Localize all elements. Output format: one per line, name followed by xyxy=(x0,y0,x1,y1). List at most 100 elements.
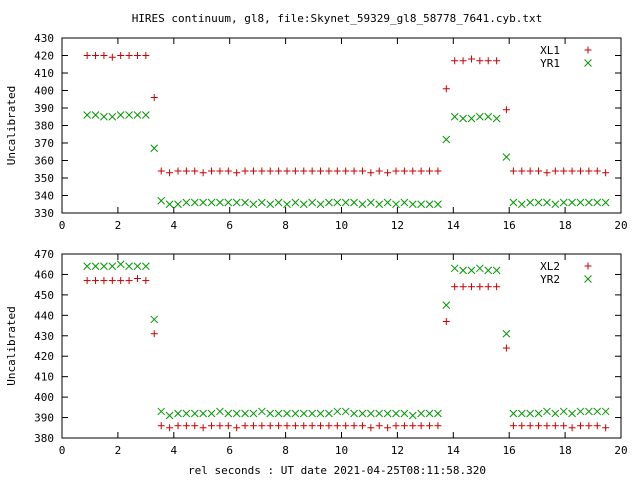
data-point-xl1 xyxy=(451,57,459,65)
data-point-xl2 xyxy=(342,422,350,430)
data-point-yr1 xyxy=(308,198,317,207)
data-point-yr2 xyxy=(216,407,224,416)
y-tick-label: 380 xyxy=(34,432,54,445)
data-point-xl2 xyxy=(543,422,551,430)
data-point-yr2 xyxy=(291,409,300,418)
x-tick-label: 0 xyxy=(59,444,66,457)
data-point-xl1 xyxy=(317,167,325,175)
data-point-xl1 xyxy=(216,167,224,175)
data-point-yr1 xyxy=(492,114,501,123)
data-point-xl1 xyxy=(602,169,610,177)
data-point-xl1 xyxy=(333,167,341,175)
data-point-xl1 xyxy=(493,57,501,65)
data-point-xl1 xyxy=(384,169,392,177)
data-point-yr1 xyxy=(232,198,241,207)
x-tick-label: 8 xyxy=(282,444,289,457)
data-point-yr1 xyxy=(425,200,434,209)
data-point-yr1 xyxy=(400,198,409,207)
y-tick-label: 390 xyxy=(34,102,54,115)
data-point-yr2 xyxy=(502,329,511,338)
data-point-xl2 xyxy=(585,422,593,430)
data-point-xl1 xyxy=(174,167,182,175)
data-point-xl1 xyxy=(100,52,108,59)
data-point-xl2 xyxy=(518,422,526,430)
data-point-yr1 xyxy=(299,200,308,209)
data-point-yr2 xyxy=(316,409,325,418)
data-point-xl2 xyxy=(117,277,125,285)
x-tick-label: 4 xyxy=(170,444,177,457)
data-point-xl2 xyxy=(249,422,257,430)
chart-panel-bottom: 0 2 4 6 8 10 12 14 16 18 20 380 390 400 410 420 430 440 45… xyxy=(5,248,628,457)
y-tick-label: 430 xyxy=(34,330,54,343)
data-point-yr2 xyxy=(585,407,593,416)
data-point-yr2 xyxy=(157,407,166,416)
x-tick-label: 4 xyxy=(170,219,177,232)
data-point-xl1 xyxy=(108,53,116,61)
data-point-xl1 xyxy=(191,167,199,175)
y-tick-label: 460 xyxy=(34,268,54,281)
data-point-yr1 xyxy=(182,198,191,207)
data-point-yr1 xyxy=(593,198,602,207)
data-point-xl1 xyxy=(275,167,283,175)
data-point-yr1 xyxy=(207,198,216,207)
data-point-xl1 xyxy=(150,94,158,101)
data-point-xl1 xyxy=(518,167,526,175)
data-point-yr1 xyxy=(108,112,117,121)
data-point-yr2 xyxy=(442,301,451,309)
data-point-yr2 xyxy=(150,315,159,324)
data-point-yr1 xyxy=(601,198,610,207)
data-point-yr1 xyxy=(450,112,459,121)
data-point-yr2 xyxy=(459,266,467,275)
data-point-xl1 xyxy=(426,167,434,175)
data-point-yr1 xyxy=(568,198,576,207)
data-point-xl2 xyxy=(384,424,392,432)
data-point-xl2 xyxy=(484,283,492,291)
data-point-xl2 xyxy=(551,422,559,430)
data-point-yr1 xyxy=(383,198,392,207)
data-point-yr2 xyxy=(308,409,317,418)
y-tick-label: 420 xyxy=(34,50,54,63)
data-point-xl1 xyxy=(182,167,190,175)
data-point-xl2 xyxy=(467,283,475,291)
data-point-xl2 xyxy=(241,422,249,430)
data-point-xl1 xyxy=(241,167,249,175)
data-point-yr2 xyxy=(526,409,535,418)
x-tick-label: 14 xyxy=(447,219,461,232)
data-point-xl1 xyxy=(291,167,299,175)
data-point-xl1 xyxy=(526,167,534,175)
data-point-xl1 xyxy=(434,167,442,175)
data-point-xl2 xyxy=(358,422,366,430)
data-point-yr1 xyxy=(116,111,125,119)
data-point-xl2 xyxy=(417,422,425,430)
data-point-xl2 xyxy=(451,283,459,291)
y-tick-label: 400 xyxy=(34,85,54,98)
data-point-xl2 xyxy=(476,283,484,291)
data-point-yr2 xyxy=(224,409,233,418)
data-point-xl2 xyxy=(576,422,584,430)
data-point-xl2 xyxy=(560,422,568,430)
data-point-xl2 xyxy=(166,424,174,432)
data-point-xl1 xyxy=(543,169,551,177)
data-point-yr2 xyxy=(299,409,308,418)
x-tick-label: 10 xyxy=(335,444,348,457)
x-tick-label: 12 xyxy=(391,219,404,232)
y-tick-label: 420 xyxy=(34,350,54,363)
data-point-yr1 xyxy=(341,198,350,207)
legend-label: XL2 xyxy=(540,260,560,273)
data-point-xl2 xyxy=(325,422,333,430)
data-point-xl2 xyxy=(367,424,375,432)
data-point-yr1 xyxy=(141,111,150,119)
data-point-yr1 xyxy=(125,111,133,119)
data-point-yr2 xyxy=(207,409,216,418)
data-point-xl2 xyxy=(216,422,224,430)
data-point-yr1 xyxy=(83,111,92,119)
data-point-xl1 xyxy=(417,167,425,175)
data-point-xl1 xyxy=(576,167,584,175)
data-point-xl1 xyxy=(342,167,350,175)
y-tick-label: 470 xyxy=(34,248,54,261)
legend-label: XL1 xyxy=(540,44,560,57)
data-point-yr1 xyxy=(509,198,518,207)
data-point-yr2 xyxy=(249,409,258,418)
data-point-yr1 xyxy=(517,200,526,209)
data-point-xl2 xyxy=(593,422,601,430)
